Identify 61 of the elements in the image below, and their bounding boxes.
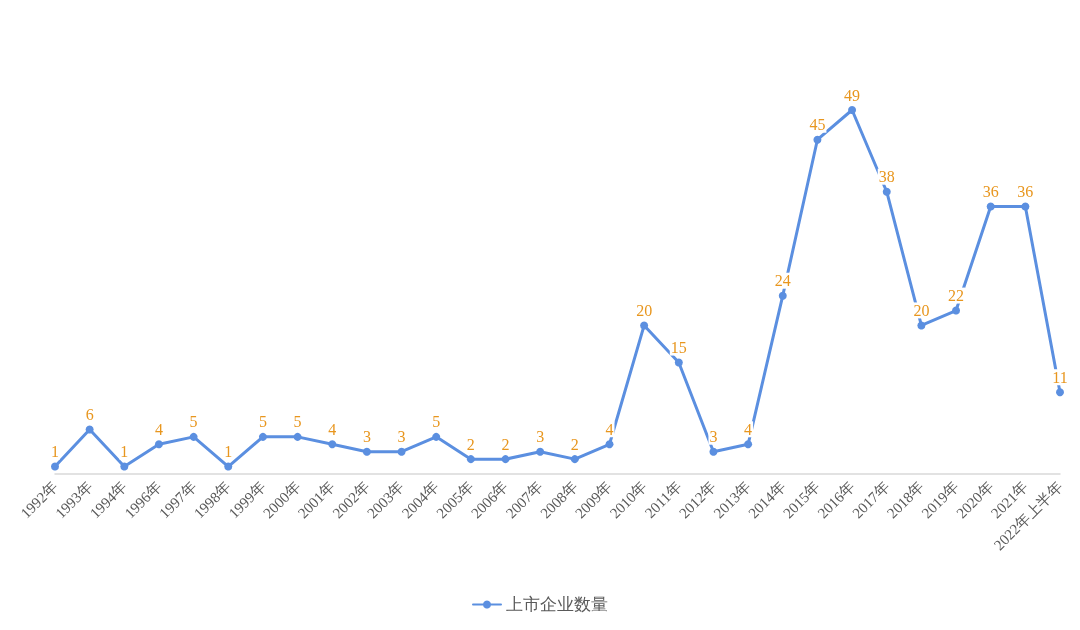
data-label: 3: [536, 428, 545, 446]
point: [536, 447, 545, 456]
data-label: 4: [605, 420, 614, 438]
data-label: 49: [844, 86, 861, 104]
point: [258, 432, 267, 441]
point: [882, 187, 891, 196]
point: [709, 447, 718, 456]
point: [813, 135, 822, 144]
data-label: 38: [878, 168, 895, 186]
data-label: 22: [948, 287, 965, 305]
point: [640, 321, 649, 330]
data-label: 36: [982, 183, 999, 201]
data-label: 36: [1017, 183, 1034, 201]
data-label: 3: [709, 428, 718, 446]
point: [293, 432, 302, 441]
point: [501, 455, 510, 464]
data-label: 20: [636, 301, 653, 319]
point: [848, 106, 857, 114]
data-label: 1: [224, 443, 233, 461]
data-label: 4: [744, 420, 753, 438]
data-label: 5: [189, 413, 198, 431]
point: [328, 440, 337, 449]
legend-label: 上市企业数量: [506, 595, 608, 614]
data-label: 45: [809, 116, 826, 134]
point: [397, 447, 406, 456]
point: [85, 425, 94, 434]
data-label: 20: [913, 301, 930, 319]
point: [51, 462, 59, 471]
data-label: 4: [328, 420, 337, 438]
data-label: 2: [570, 435, 579, 453]
point: [744, 440, 753, 449]
point: [570, 455, 579, 464]
point: [120, 462, 129, 471]
data-label: 24: [774, 272, 791, 290]
point: [1056, 388, 1064, 397]
point: [362, 447, 371, 456]
data-label: 3: [397, 428, 406, 446]
point: [605, 440, 614, 449]
point: [917, 321, 926, 330]
point: [466, 455, 475, 464]
point: [986, 202, 995, 211]
data-label: 5: [432, 413, 441, 431]
point: [154, 440, 163, 449]
data-label: 2: [501, 435, 510, 453]
data-label: 1: [120, 443, 129, 461]
data-label: 5: [293, 413, 302, 431]
data-label: 11: [1052, 368, 1068, 386]
point: [952, 306, 961, 315]
point: [224, 462, 233, 471]
data-label: 5: [258, 413, 267, 431]
point: [778, 291, 787, 300]
point: [674, 358, 683, 367]
point: [189, 432, 198, 441]
data-label: 1: [51, 443, 59, 461]
point: [432, 432, 441, 441]
data-label: 3: [362, 428, 371, 446]
data-label: 2: [466, 435, 475, 453]
data-label: 6: [85, 405, 94, 423]
data-label: 15: [670, 339, 687, 357]
point: [1021, 202, 1030, 211]
data-label: 4: [154, 420, 163, 438]
